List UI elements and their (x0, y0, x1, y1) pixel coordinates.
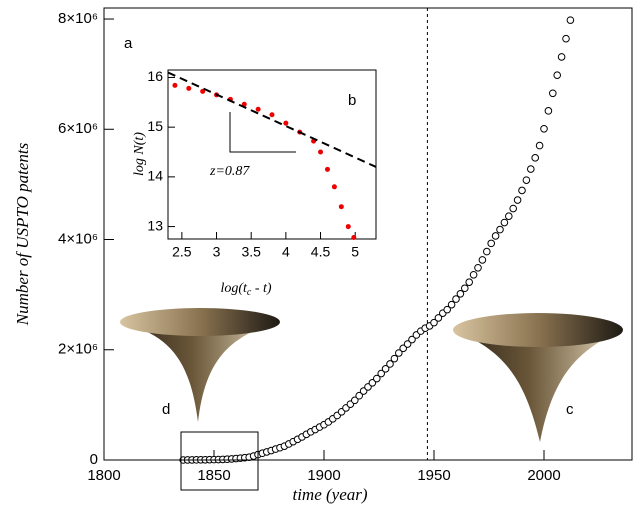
x-tick-label: 1950 (417, 467, 450, 484)
data-point (474, 263, 482, 272)
data-point (403, 340, 412, 348)
inset-point (331, 184, 337, 190)
data-point (430, 318, 438, 327)
inset-x-tick-label: 2.5 (172, 244, 192, 260)
inset-x-tick-label: 5 (351, 244, 359, 260)
main-layer: 1800 1850 1900 1950 2000 0 2×10⁶ 4×10⁶ 6×10⁶ 8×10… (58, 8, 575, 484)
data-point (373, 374, 381, 383)
data-point (399, 344, 408, 353)
inset-x-tick-label: 4 (282, 244, 290, 260)
inset-point (318, 149, 324, 155)
data-point (434, 314, 443, 322)
inset: 2.5 3 3.5 4 4.5 5 13 14 15 16 (147, 68, 377, 260)
slope-label: z=0.87 (209, 164, 250, 179)
data-point (456, 290, 465, 298)
inset-point (172, 82, 178, 88)
data-point (491, 232, 500, 240)
inset-x-tick-label: 4.5 (311, 244, 331, 260)
data-point (518, 186, 526, 195)
x-axis-title: time (year) (292, 485, 367, 504)
data-point (390, 354, 399, 363)
data-point (408, 335, 416, 344)
data-point (355, 391, 364, 400)
data-point (395, 349, 403, 357)
data-point (447, 300, 456, 309)
y-tick-label: 6×10⁶ (58, 120, 98, 137)
data-point (535, 141, 544, 150)
x-tick-label: 1900 (307, 467, 340, 484)
inset-frame (167, 69, 377, 240)
plot-frame (103, 7, 633, 461)
inset-y-tick-label: 16 (147, 68, 163, 84)
data-point (553, 71, 562, 79)
data-point (505, 212, 513, 220)
panel-label: d (162, 401, 170, 418)
data-point (562, 34, 570, 43)
data-point (557, 53, 566, 61)
data-point (513, 196, 522, 204)
inset-point (338, 204, 344, 210)
data-point (461, 284, 469, 293)
data-point (377, 369, 386, 378)
data-point (483, 247, 491, 256)
slope-triangle (229, 112, 296, 153)
data-point (522, 176, 531, 184)
zoom-box (180, 431, 259, 491)
data-point (452, 295, 460, 303)
data-point (443, 305, 452, 314)
inset-point (269, 112, 275, 118)
inset-point (186, 85, 192, 91)
inset-x-title: log(tc - t) (220, 281, 271, 298)
data-point (500, 218, 509, 227)
data-point (496, 225, 504, 234)
panel-label: c (566, 401, 574, 418)
inset-point (255, 106, 261, 112)
funnel-c (453, 313, 623, 442)
data-point (478, 256, 487, 264)
y-tick-label: 4×10⁶ (58, 230, 98, 247)
data-point (544, 107, 553, 115)
inset-point (200, 88, 206, 94)
data-point (351, 396, 359, 405)
data-point (549, 89, 557, 98)
inset-y-tick-label: 15 (147, 118, 163, 134)
y-tick-label: 8×10⁶ (58, 10, 98, 27)
x-tick-label: 1800 (87, 467, 120, 484)
data-point (386, 360, 394, 368)
y-axis-title: Number of USPTO patents (13, 142, 32, 326)
inset-point (351, 235, 357, 241)
data-point (540, 124, 548, 133)
inset-x-tick-label: 3 (213, 244, 221, 260)
panel-label: a (124, 35, 133, 52)
y-tick-label: 2×10⁶ (58, 341, 98, 358)
inset-y-tick-label: 13 (147, 217, 163, 233)
inset-point (345, 224, 351, 230)
panel-label: b (348, 92, 356, 109)
inset-y-title: log N(t) (132, 132, 147, 176)
data-point (381, 365, 390, 373)
inset-y-tick-label: 14 (147, 168, 163, 184)
data-point (566, 16, 575, 24)
data-point (487, 239, 496, 248)
inset-point (283, 120, 289, 126)
data-point (531, 154, 540, 162)
data-point (509, 204, 518, 213)
funnel-d (120, 308, 280, 422)
data-point (469, 270, 478, 279)
data-point (465, 278, 474, 286)
x-tick-label: 2000 (527, 467, 560, 484)
inset-point (324, 166, 330, 172)
x-tick-label: 1850 (197, 467, 230, 484)
y-tick-label: 0 (90, 451, 98, 468)
data-point (527, 165, 535, 173)
inset-x-tick-label: 3.5 (241, 244, 261, 260)
